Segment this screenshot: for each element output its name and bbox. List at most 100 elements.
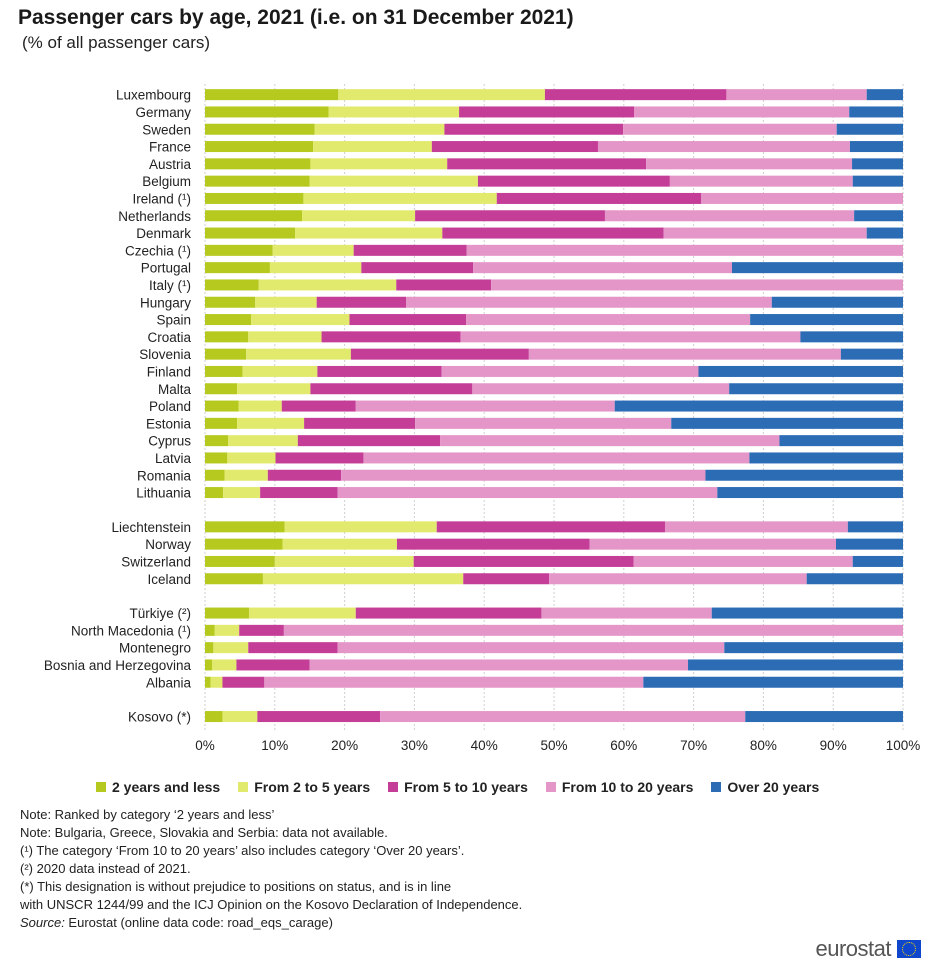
bar-segment (205, 573, 263, 585)
bar-segment (353, 244, 467, 256)
bar-segment (852, 555, 903, 567)
bar-segment (205, 452, 228, 464)
legend-item: From 5 to 10 years (388, 779, 528, 795)
bar-segment (854, 210, 903, 222)
bar-segment (633, 555, 853, 567)
legend-swatch (96, 782, 106, 792)
bar-segment (664, 521, 848, 533)
category-label: Albania (146, 675, 192, 690)
bar-segment (852, 175, 903, 187)
bar-segment (205, 210, 303, 222)
bar-segment (205, 383, 238, 395)
category-label: Portugal (141, 261, 191, 276)
bar-segment (239, 624, 284, 636)
legend-item: From 10 to 20 years (545, 779, 693, 795)
bar-segment (705, 469, 903, 481)
category-label: Sweden (142, 122, 191, 137)
bar-segment (284, 521, 437, 533)
bar-segment (205, 244, 273, 256)
bar-segment (597, 141, 850, 153)
bar-segment (849, 106, 903, 118)
bar-segment (671, 417, 903, 429)
bar-segment (248, 607, 356, 619)
bar-segment (275, 452, 364, 464)
bar-segment (205, 642, 214, 654)
bar-segment (297, 435, 441, 447)
bar-segment (228, 435, 298, 447)
bar-segment (441, 365, 699, 377)
bar-segment (701, 192, 903, 204)
bar-segment (380, 711, 746, 723)
bar-segment (472, 383, 730, 395)
bar-segment (281, 400, 356, 412)
bar-segment (460, 331, 801, 343)
bar-segment (836, 123, 903, 135)
bar-segment (205, 659, 212, 671)
category-label: Hungary (140, 295, 191, 310)
bar-segment (310, 383, 473, 395)
bar-segment (260, 487, 338, 499)
bar-segment (309, 175, 478, 187)
bar-segment (255, 296, 317, 308)
bar-segment (283, 624, 903, 636)
bar-segment (205, 555, 275, 567)
legend-item: 2 years and less (96, 779, 220, 795)
category-label: Cyprus (148, 434, 191, 449)
bar-segment (726, 89, 867, 101)
bar-segment (688, 659, 903, 671)
x-tick-label: 60% (610, 738, 637, 753)
bar-segment (363, 452, 750, 464)
bar-segment (213, 642, 249, 654)
legend-swatch (238, 782, 249, 792)
bar-segment (205, 521, 285, 533)
bar-segment (205, 676, 211, 688)
bar-segment (205, 538, 283, 550)
bar-segment (309, 659, 689, 671)
bar-segment (328, 106, 460, 118)
legend-label: 2 years and less (112, 779, 221, 795)
bar-segment (205, 348, 247, 360)
bar-segment (847, 521, 903, 533)
chart-title: Passenger cars by age, 2021 (i.e. on 31 … (18, 6, 574, 29)
bar-segment (614, 400, 903, 412)
legend-swatch (388, 782, 399, 792)
bar-segment (396, 279, 492, 291)
category-label: Spain (156, 313, 191, 328)
bar-segment (528, 348, 841, 360)
bar-segment (314, 123, 445, 135)
note-line: (¹) The category ‘From 10 to 20 years’ a… (20, 843, 465, 858)
bar-segment (274, 555, 414, 567)
note-line: Note: Bulgaria, Greece, Slovakia and Ser… (20, 825, 388, 840)
bar-segment (304, 417, 416, 429)
bar-segment (589, 538, 836, 550)
category-label: Denmark (136, 226, 191, 241)
bar-segment (248, 642, 338, 654)
category-label: Ireland (¹) (132, 191, 191, 206)
bar-segment (338, 89, 545, 101)
legend-swatch (711, 782, 722, 792)
note-line: (²) 2020 data instead of 2021. (20, 861, 191, 876)
bar-segment (604, 210, 855, 222)
bar-segment (251, 314, 350, 326)
x-tick-label: 0% (195, 738, 215, 753)
category-label: Liechtenstein (111, 520, 191, 535)
logo-text: eurostat (815, 936, 892, 961)
bar-segment (227, 452, 276, 464)
category-label: Slovenia (139, 347, 191, 362)
note-line: (*) This designation is without prejudic… (20, 879, 452, 894)
eurostat-logo: eurostat (815, 936, 921, 962)
bar-segment (205, 175, 310, 187)
bar-segment (466, 314, 751, 326)
bar-segment (442, 227, 664, 239)
bar-segment (205, 158, 311, 170)
x-tick-label: 90% (820, 738, 847, 753)
bar-segment (264, 676, 644, 688)
bar-segment (866, 89, 903, 101)
bar-segment (349, 314, 467, 326)
bar-segment (496, 192, 702, 204)
bar-segment (415, 210, 605, 222)
bar-segment (544, 89, 727, 101)
category-label: Kosovo (*) (128, 710, 191, 725)
bar-segment (698, 365, 903, 377)
chart-legend: 2 years and less From 2 to 5 years From 5 … (96, 779, 819, 795)
